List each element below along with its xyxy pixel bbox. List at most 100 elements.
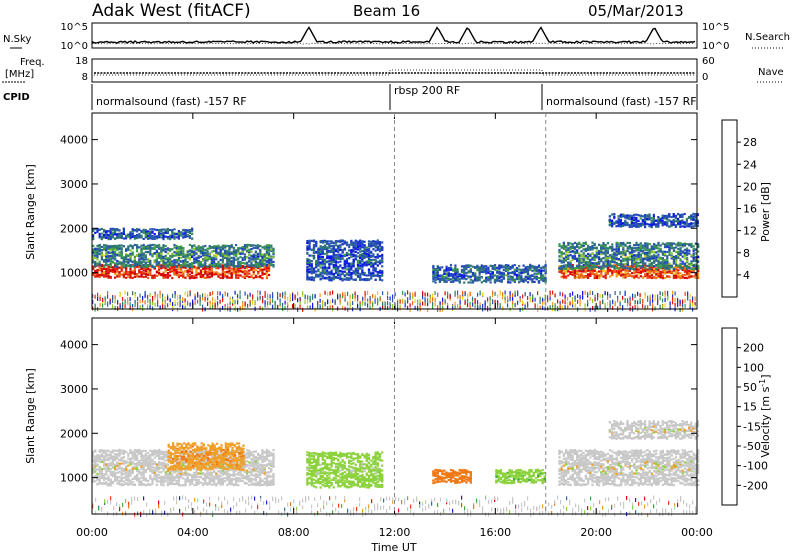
- scatter-cell: [204, 261, 207, 265]
- scatter-cell: [657, 256, 660, 259]
- scatter-cell: [259, 269, 262, 272]
- scatter-cell: [609, 262, 612, 265]
- scatter-cell: [328, 275, 331, 278]
- scatter-cell: [191, 265, 194, 268]
- scatter-cell: [378, 244, 382, 247]
- scatter-cell: [493, 278, 497, 281]
- scatter-cell: [565, 256, 568, 259]
- scatter-cell: [155, 264, 158, 268]
- scatter-cell: [642, 257, 645, 260]
- scatter-cell: [469, 278, 472, 281]
- scatter-cell: [339, 270, 342, 273]
- scatter-cell: [129, 233, 132, 236]
- scatter-cell: [326, 266, 329, 269]
- scatter-cell: [624, 243, 627, 246]
- scatter-cell: [208, 273, 211, 276]
- scatter-cell: [350, 243, 353, 246]
- scatter-cell: [151, 265, 154, 268]
- scatter-cell: [681, 243, 684, 247]
- scatter-cell: [648, 269, 651, 272]
- scatter-cell: [191, 237, 194, 240]
- scatter-cell: [688, 267, 691, 270]
- scatter-cell: [312, 279, 316, 282]
- scatter-cell: [365, 252, 368, 255]
- scatter-cell: [268, 253, 271, 256]
- scatter-cell: [219, 249, 222, 252]
- scatter-cell: [204, 249, 207, 252]
- scatter-cell: [127, 235, 130, 238]
- scatter-cell: [237, 274, 240, 277]
- scatter-cell: [367, 259, 371, 262]
- scatter-cell: [155, 250, 158, 253]
- scatter-cell: [348, 274, 351, 277]
- scatter-cell: [692, 263, 695, 267]
- scatter-cell: [606, 257, 609, 260]
- scatter-cell: [339, 276, 342, 279]
- scatter-cell: [637, 244, 640, 247]
- scatter-cell: [149, 248, 152, 251]
- scatter-cell: [328, 272, 331, 275]
- scatter-cell: [469, 281, 472, 284]
- scatter-cell: [655, 256, 658, 259]
- scatter-cell: [208, 268, 211, 271]
- scatter-cell: [171, 263, 174, 266]
- scatter-cell: [569, 242, 572, 245]
- scatter-cell: [171, 255, 174, 259]
- scatter-cell: [175, 232, 178, 235]
- scatter-cell: [672, 274, 675, 277]
- scatter-cell: [593, 275, 596, 278]
- scatter-cell: [339, 248, 342, 251]
- scatter-cell: [140, 264, 143, 268]
- scatter-cell: [356, 265, 360, 268]
- scatter-cell: [622, 273, 625, 276]
- scatter-cell: [158, 263, 161, 266]
- scatter-cell: [202, 246, 205, 249]
- scatter-cell: [500, 271, 503, 274]
- scatter-cell: [356, 264, 360, 267]
- scatter-cell: [558, 270, 561, 273]
- scatter-cell: [195, 273, 198, 276]
- scatter-cell: [487, 269, 490, 272]
- scatter-cell: [507, 264, 510, 267]
- scatter-cell: [675, 266, 678, 269]
- scatter-cell: [569, 267, 572, 270]
- scatter-cell: [129, 271, 132, 274]
- scatter-cell: [576, 260, 579, 263]
- scatter-cell: [173, 266, 176, 269]
- scatter-cell: [535, 276, 538, 279]
- scatter-cell: [114, 233, 117, 236]
- scatter-cell: [694, 258, 697, 261]
- scatter-cell: [626, 245, 629, 248]
- scatter-cell: [202, 258, 205, 261]
- scatter-cell: [235, 252, 238, 256]
- scatter-cell: [248, 269, 251, 272]
- scatter-cell: [96, 253, 99, 256]
- scatter-cell: [149, 237, 152, 240]
- scatter-cell: [513, 273, 516, 276]
- scatter-cell: [482, 270, 486, 274]
- scatter-cell: [496, 266, 499, 269]
- scatter-cell: [587, 256, 590, 259]
- scatter-cell: [330, 263, 333, 266]
- scatter-cell: [637, 255, 640, 258]
- scatter-cell: [343, 247, 346, 250]
- scatter-cell: [664, 272, 667, 275]
- scatter-cell: [604, 257, 607, 260]
- scatter-cell: [589, 265, 592, 268]
- scatter-cell: [642, 270, 645, 273]
- scatter-cell: [690, 242, 693, 246]
- scatter-cell: [644, 262, 647, 265]
- scatter-cell: [646, 276, 649, 279]
- scatter-cell: [432, 277, 435, 280]
- scatter-cell: [125, 248, 128, 251]
- scatter-cell: [337, 253, 340, 256]
- scatter-cell: [186, 256, 189, 260]
- scatter-cell: [118, 236, 121, 239]
- scatter-cell: [491, 275, 494, 278]
- scatter-cell: [191, 276, 194, 279]
- scatter-cell: [142, 228, 145, 231]
- scatter-cell: [103, 228, 106, 232]
- scatter-cell: [98, 248, 101, 251]
- scatter-cell: [160, 248, 163, 251]
- scatter-cell: [228, 252, 231, 255]
